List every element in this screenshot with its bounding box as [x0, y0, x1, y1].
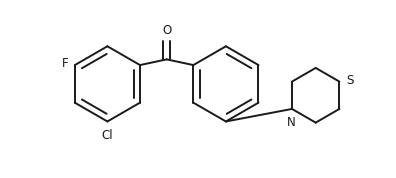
Text: O: O [162, 24, 171, 37]
Text: N: N [286, 116, 295, 129]
Text: F: F [61, 57, 68, 70]
Text: S: S [346, 74, 354, 87]
Text: Cl: Cl [102, 129, 113, 142]
